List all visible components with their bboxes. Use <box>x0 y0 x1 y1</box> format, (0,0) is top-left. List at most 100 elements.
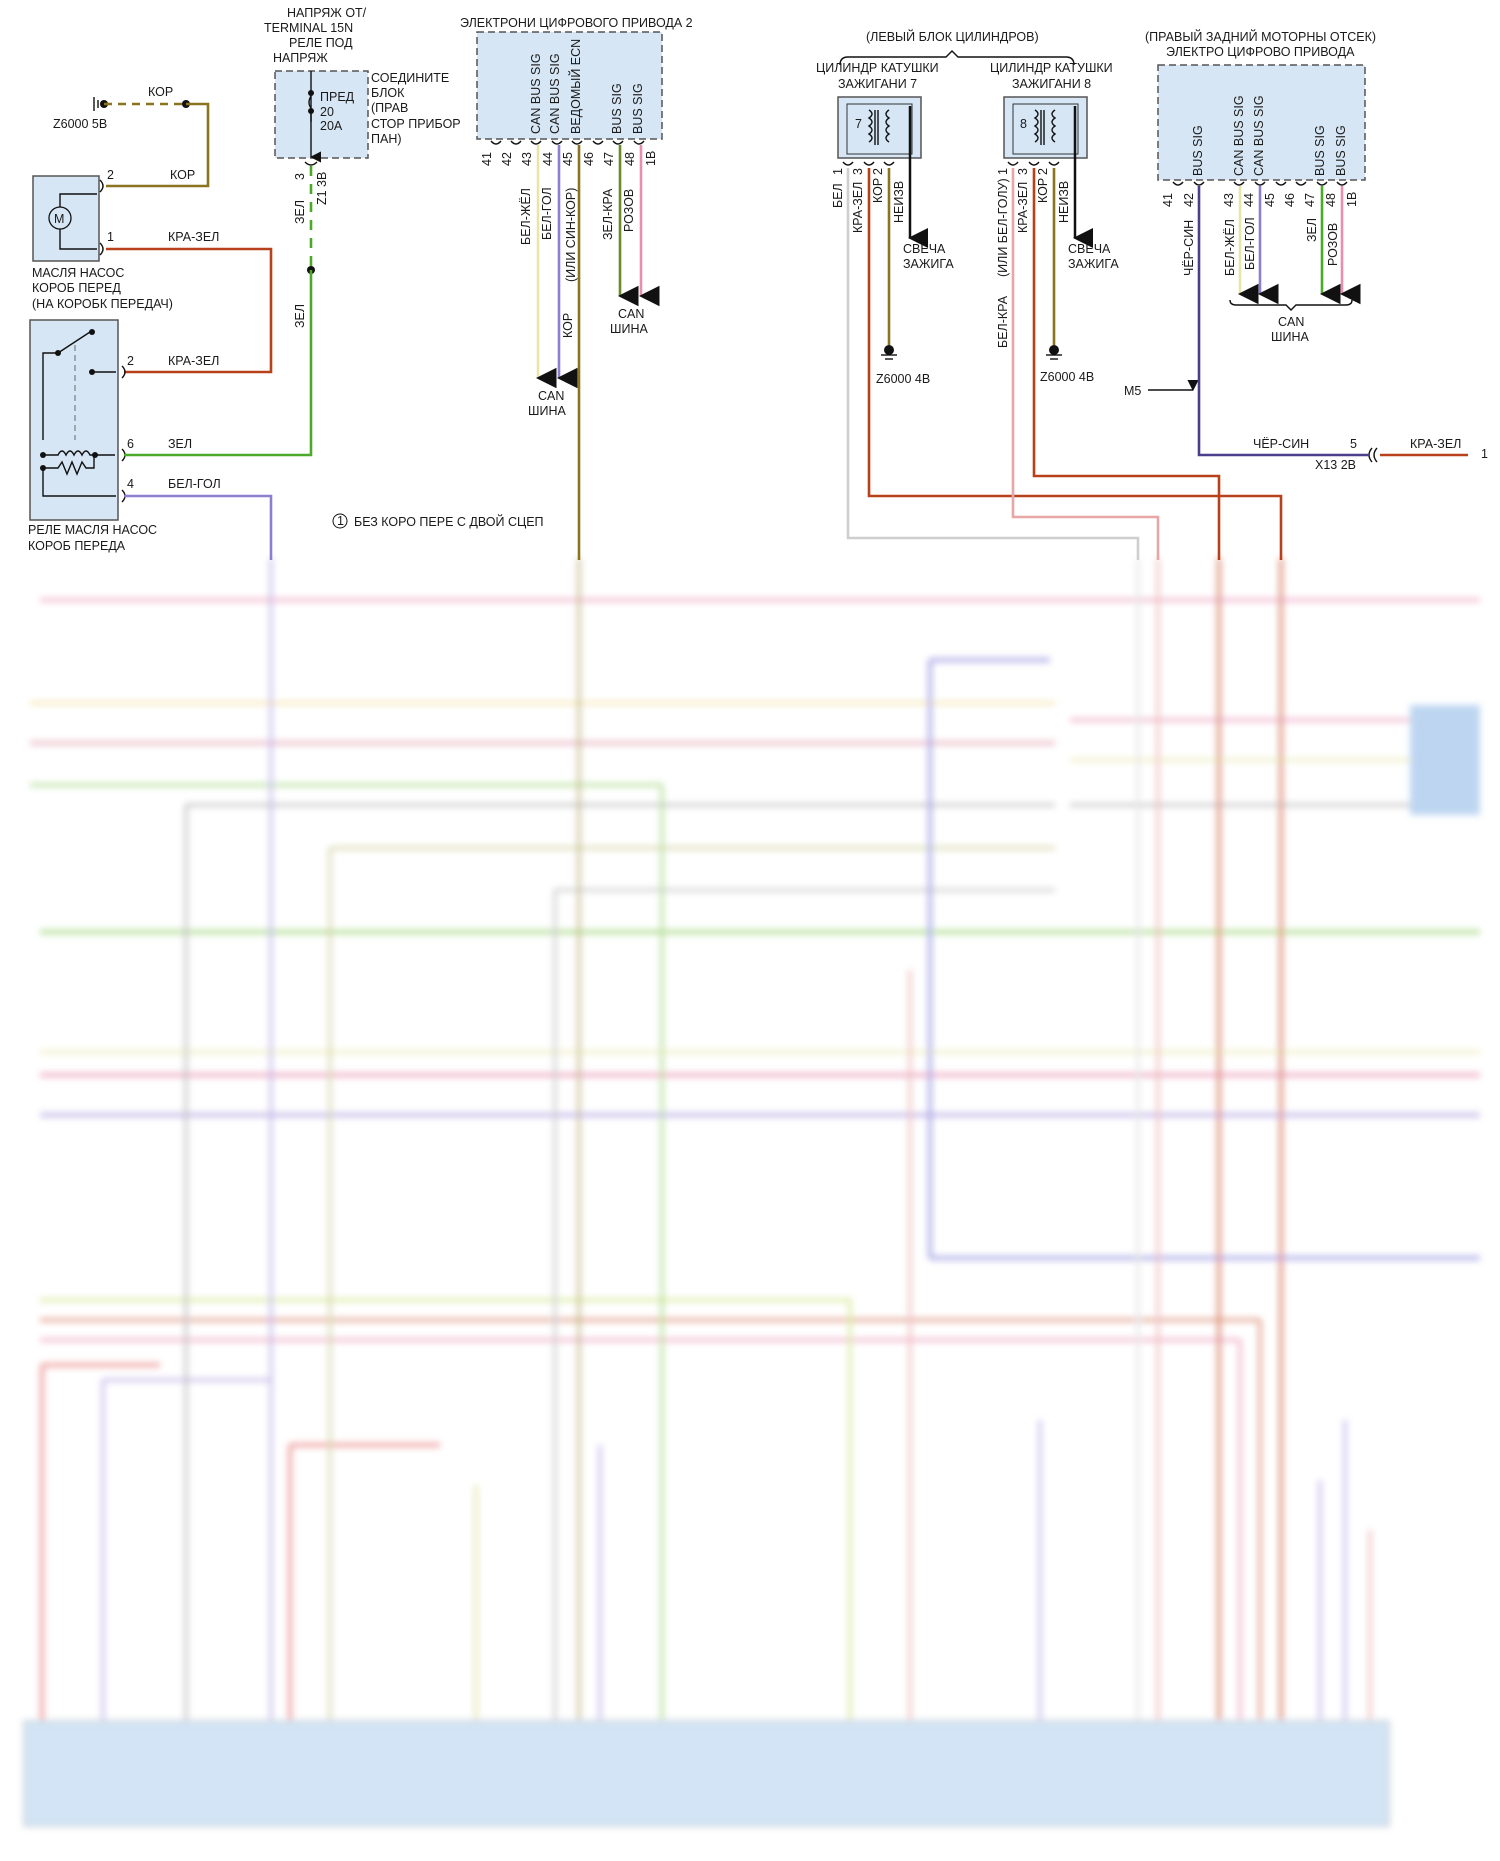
wire-label: БЕЛ-КРА <box>996 295 1010 348</box>
component-label: ЦИЛИНДР КАТУШКИ <box>816 61 939 75</box>
supply-label: НАПРЯЖ ОТ/ <box>287 6 367 20</box>
component-title: ЭЛЕКТРО ЦИФРОВО ПРИВОДА <box>1166 45 1355 59</box>
pin-number: 2 <box>107 168 114 182</box>
spark-plug-label: СВЕЧА <box>903 242 946 256</box>
pin-number: 44 <box>1242 193 1256 207</box>
wire-label: КОР <box>148 85 173 99</box>
ecm-right: (ПРАВЫЙ ЗАДНИЙ МОТОРНЫ ОТСЕК) ЭЛЕКТРО ЦИ… <box>1124 29 1488 472</box>
component-title: (ПРАВЫЙ ЗАДНИЙ МОТОРНЫ ОТСЕК) <box>1145 29 1376 44</box>
pin-number: 4 <box>127 477 134 491</box>
ground-label: Z6000 4В <box>1040 370 1094 384</box>
wire-label: РОЗОВ <box>622 189 636 232</box>
pin-number: 41 <box>1161 193 1175 207</box>
motor-symbol: M <box>54 212 64 226</box>
component-label: СОЕДИНИТЕ <box>371 71 449 85</box>
fuse-label: 20 <box>320 105 334 119</box>
pin-number: 42 <box>1182 193 1196 207</box>
footnote-symbol: 1 <box>337 514 344 528</box>
pin-number: 2 <box>1036 168 1050 175</box>
fuse-block: НАПРЯЖ ОТ/ TERMINAL 15N РЕЛЕ ПОД НАПРЯЖ … <box>264 6 461 328</box>
component-label: КОРОБ ПЕРЕД <box>32 281 121 295</box>
component-label: РЕЛЕ МАСЛЯ НАСОС <box>28 523 157 537</box>
group-title: (ЛЕВЫЙ БЛОК ЦИЛИНДРОВ) <box>866 29 1039 44</box>
wire-label: КОР <box>871 178 885 203</box>
wire-kra-zel <box>1032 168 1221 560</box>
wire-label: КРА-ЗЕЛ <box>1016 182 1030 233</box>
wire-label: ЗЕЛ-КРА <box>601 188 615 240</box>
wire-label: РОЗОВ <box>1326 223 1340 266</box>
wire-label: КРА-ЗЕЛ <box>1410 437 1461 451</box>
pin-number: 1 <box>1481 447 1488 461</box>
wire-label: ЗЕЛ <box>293 304 307 328</box>
supply-label: НАПРЯЖ <box>273 51 328 65</box>
pin-signal: BUS SIG <box>1313 125 1327 176</box>
wire-label: БЕЛ-ЖЁЛ <box>1223 219 1237 276</box>
oil-pump-relay: 2 КРА-ЗЕЛ 6 ЗЕЛ 4 БЕЛ-ГОЛ РЕЛЕ МАСЛЯ НАС… <box>28 319 221 553</box>
ecm-2: ЭЛЕКТРОНИ ЦИФРОВОГО ПРИВОДА 2 CAN BUS SI… <box>460 16 693 418</box>
wire-label: НЕИЗВ <box>1057 181 1071 223</box>
pin-number: 42 <box>500 152 514 166</box>
pin-signal: ВЕДОМЫЙ ECN <box>568 39 583 134</box>
pin-number: 1 <box>831 168 845 175</box>
wire-chyor-sin <box>1197 186 1370 457</box>
wire-bel <box>846 168 1140 560</box>
spark-plug-label: ЗАЖИГА <box>903 257 954 271</box>
wire-label: ЧЁР-СИН <box>1182 220 1196 276</box>
marker-label: M5 <box>1124 384 1141 398</box>
footnote: 1 БЕЗ КОРО ПЕРЕ С ДВОЙ СЦЕП <box>332 513 544 529</box>
ignition-coil-8: ЦИЛИНДР КАТУШКИ ЗАЖИГАНИ 8 8 1 3 2 (ИЛИ … <box>990 61 1119 384</box>
wire-bel-gol <box>124 494 273 560</box>
pin-number: 1В <box>1345 192 1359 207</box>
connector-label: Z1 3B <box>315 172 329 205</box>
oil-pump: M 2 КОР 1 КРА-ЗЕЛ МАСЛЯ НАСОС КОРОБ ПЕРЕ… <box>32 168 219 311</box>
pin-signal: BUS SIG <box>1191 125 1205 176</box>
pin-signal: BUS SIG <box>1334 125 1348 176</box>
wire-label: КРА-ЗЕЛ <box>851 182 865 233</box>
component-label: (НА КОРОБК ПЕРЕДАЧ) <box>32 297 173 311</box>
can-bus-label: ШИНА <box>1271 330 1309 344</box>
fuse-label: ПРЕД <box>320 90 355 104</box>
wire-label: КРА-ЗЕЛ <box>168 354 219 368</box>
fuse-label: 20А <box>320 119 343 133</box>
wire-label: (ИЛИ СИН-КОР) <box>564 188 578 282</box>
wire-kra-zel <box>106 247 273 374</box>
component-label: МАСЛЯ НАСОС <box>32 266 124 280</box>
ground-label: Z6000 5В <box>53 117 107 131</box>
spark-plug-label: ЗАЖИГА <box>1068 257 1119 271</box>
wire-label: НЕИЗВ <box>892 181 906 223</box>
wire-label: ЗЕЛ <box>1305 218 1319 242</box>
pin-number: 5 <box>1350 437 1357 451</box>
pin-number: 46 <box>582 152 596 166</box>
ground-label: Z6000 4В <box>876 372 930 386</box>
supply-label: РЕЛЕ ПОД <box>289 36 353 50</box>
pin-number: 2 <box>871 168 885 175</box>
pin-signal: BUS SIG <box>610 83 624 134</box>
wire-label: ЗЕЛ <box>168 437 192 451</box>
pin-number: 41 <box>480 152 494 166</box>
wire-kor <box>106 102 210 188</box>
can-bus-label: CAN <box>1278 315 1304 329</box>
component-label: ЦИЛИНДР КАТУШКИ <box>990 61 1113 75</box>
ground-z6000-5b: КОР Z6000 5В <box>53 85 190 131</box>
left-bank: (ЛЕВЫЙ БЛОК ЦИЛИНДРОВ) <box>839 29 1075 66</box>
pin-number: 46 <box>1283 193 1297 207</box>
wire-label: БЕЛ-ЖЁЛ <box>519 188 533 245</box>
spark-plug-label: СВЕЧА <box>1068 242 1111 256</box>
component-label: ПАН) <box>371 132 402 146</box>
component-label: ЗАЖИГАНИ 7 <box>838 77 917 91</box>
pin-signal: CAN BUS SIG <box>1232 95 1246 176</box>
wire-kra-zel <box>867 168 1283 560</box>
wire-bel-kra <box>1011 168 1160 560</box>
blurred-lower-diagram <box>23 558 1480 1827</box>
component-label: (ПРАВ <box>371 101 408 115</box>
pin-number: 3 <box>293 173 307 180</box>
wire-label: КРА-ЗЕЛ <box>168 230 219 244</box>
wire-label: (ИЛИ БЕЛ-ГОЛУ) <box>996 178 1010 277</box>
can-bus-label: ШИНА <box>610 322 648 336</box>
pin-number: 43 <box>1222 193 1236 207</box>
pin-number: 45 <box>561 152 575 166</box>
pin-number: 2 <box>127 354 134 368</box>
pin-number: 3 <box>851 168 865 175</box>
pin-number: 1В <box>644 151 658 166</box>
